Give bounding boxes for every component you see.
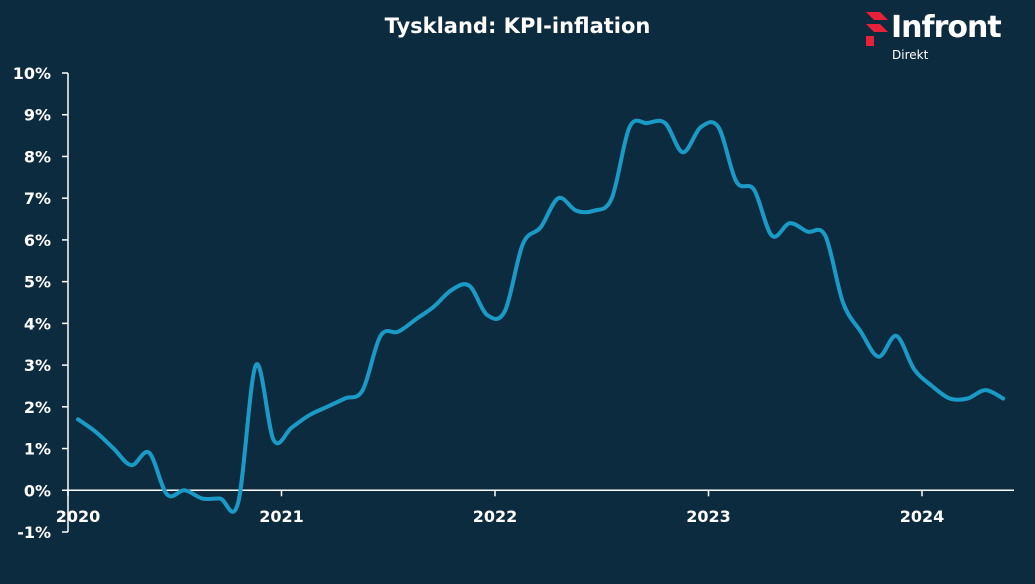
y-tick-label: 8% <box>24 147 51 166</box>
y-axis-ticks: -1% 0% 1% 2% 3% 4% 5% 6% 7% 8% 9% 10% <box>13 64 68 542</box>
x-tick-label: 2022 <box>473 507 518 526</box>
brand-subtitle: Direkt <box>892 48 929 62</box>
brand-name: Infront <box>891 10 1002 45</box>
x-tick-label: 2021 <box>259 507 304 526</box>
y-tick-label: 2% <box>24 398 51 417</box>
y-tick-label: 1% <box>24 440 51 459</box>
y-tick-label: 5% <box>24 273 51 292</box>
y-tick-label: 9% <box>24 106 51 125</box>
y-tick-label: 6% <box>24 231 51 250</box>
y-tick-label: 7% <box>24 189 51 208</box>
chart-title: Tyskland: KPI-inflation <box>384 14 651 38</box>
infront-logo-icon <box>866 12 888 46</box>
x-axis-ticks: 2020 2021 2022 2023 2024 <box>56 490 945 526</box>
y-tick-label: 10% <box>13 64 51 83</box>
series-group <box>76 118 1006 514</box>
x-tick-label: 2024 <box>900 507 945 526</box>
brand-logo: Infront Direkt <box>866 10 1026 66</box>
y-tick-label: -1% <box>17 523 51 542</box>
x-tick-label: 2020 <box>56 507 101 526</box>
y-tick-label: 0% <box>24 481 51 500</box>
y-tick-label: 4% <box>24 314 51 333</box>
series-line-inflation <box>76 118 1006 514</box>
x-tick-label: 2023 <box>686 507 731 526</box>
y-tick-label: 3% <box>24 356 51 375</box>
